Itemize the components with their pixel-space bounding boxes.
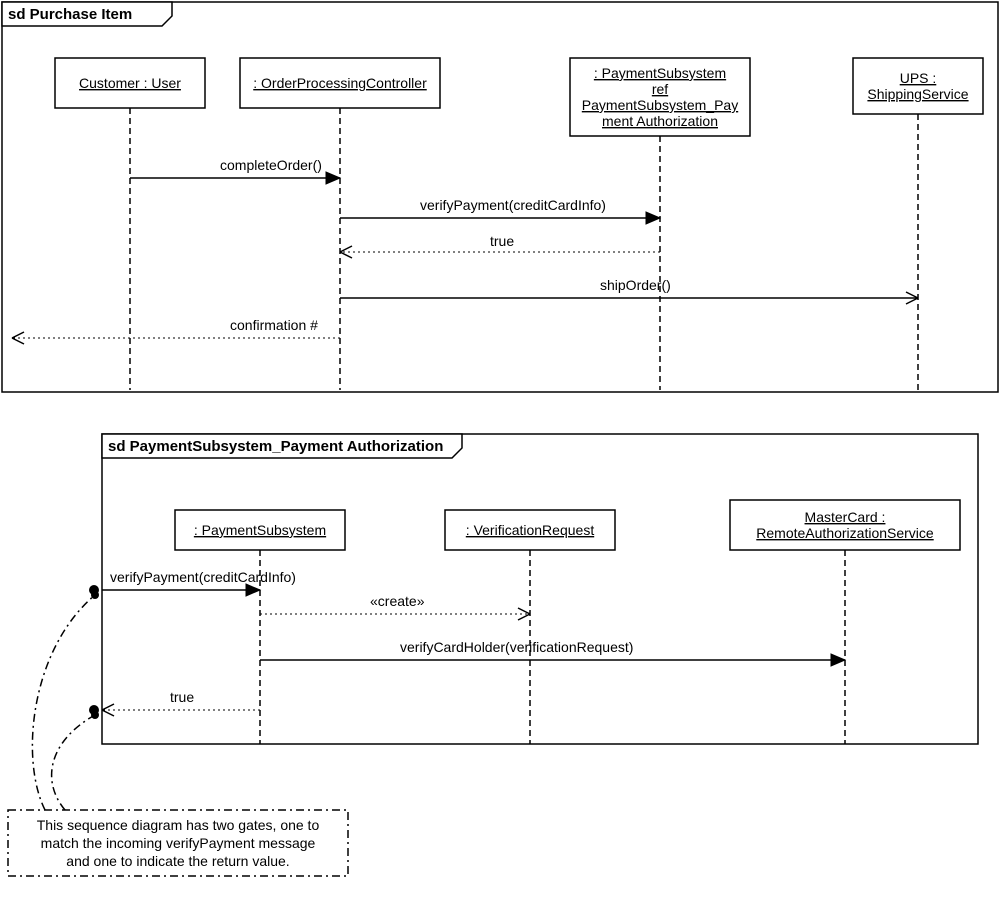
frame-title: sd Purchase Item [8, 6, 132, 23]
arrowhead [340, 246, 352, 252]
arrowhead [906, 298, 918, 304]
lifeline-label: ref [652, 81, 668, 97]
lifeline-label: : PaymentSubsystem [194, 522, 326, 538]
callout-endpoint [91, 711, 99, 719]
message-label: true [170, 689, 194, 705]
lifeline-label: ShippingService [867, 86, 968, 102]
lifeline-label: : OrderProcessingController [253, 75, 427, 91]
lifeline-label: UPS : [900, 70, 937, 86]
arrowhead [831, 654, 845, 666]
arrowhead [12, 338, 24, 344]
arrowhead [340, 252, 352, 258]
message-label: verifyCardHolder(verificationRequest) [400, 639, 633, 655]
frame-title: sd PaymentSubsystem_Payment Authorizatio… [108, 438, 443, 455]
sequence-diagram: sd Purchase Item Customer : User : OrderPr… [0, 0, 1000, 914]
lifeline-label: PaymentSubsystem_Pay [582, 97, 738, 113]
lifeline-label: : PaymentSubsystem [594, 65, 726, 81]
message-label: shipOrder() [600, 277, 671, 293]
arrowhead [102, 704, 114, 710]
arrowhead [518, 614, 530, 620]
frame-payment-auth [102, 434, 978, 744]
arrowhead [518, 608, 530, 614]
lifeline-label: Customer : User [79, 75, 181, 91]
message-label: confirmation # [230, 317, 318, 333]
arrowhead [102, 710, 114, 716]
arrowhead [246, 584, 260, 596]
message-label: true [490, 233, 514, 249]
callout-endpoint [91, 591, 99, 599]
arrowhead [326, 172, 340, 184]
callout-curve [52, 715, 95, 810]
lifeline-label: MasterCard : [805, 509, 886, 525]
lifeline-label: : VerificationRequest [466, 522, 595, 538]
lifeline-label: RemoteAuthorizationService [756, 525, 934, 541]
note-text: This sequence diagram has two gates, one… [37, 817, 320, 833]
lifeline-label: ment Authorization [602, 113, 718, 129]
message-label: «create» [370, 593, 425, 609]
note-text: and one to indicate the return value. [66, 853, 289, 869]
message-label: verifyPayment(creditCardInfo) [110, 569, 296, 585]
callout-curve [32, 595, 95, 810]
arrowhead [12, 332, 24, 338]
note-text: match the incoming verifyPayment message [41, 835, 316, 851]
arrowhead [906, 292, 918, 298]
arrowhead [646, 212, 660, 224]
message-label: completeOrder() [220, 157, 322, 173]
message-label: verifyPayment(creditCardInfo) [420, 197, 606, 213]
